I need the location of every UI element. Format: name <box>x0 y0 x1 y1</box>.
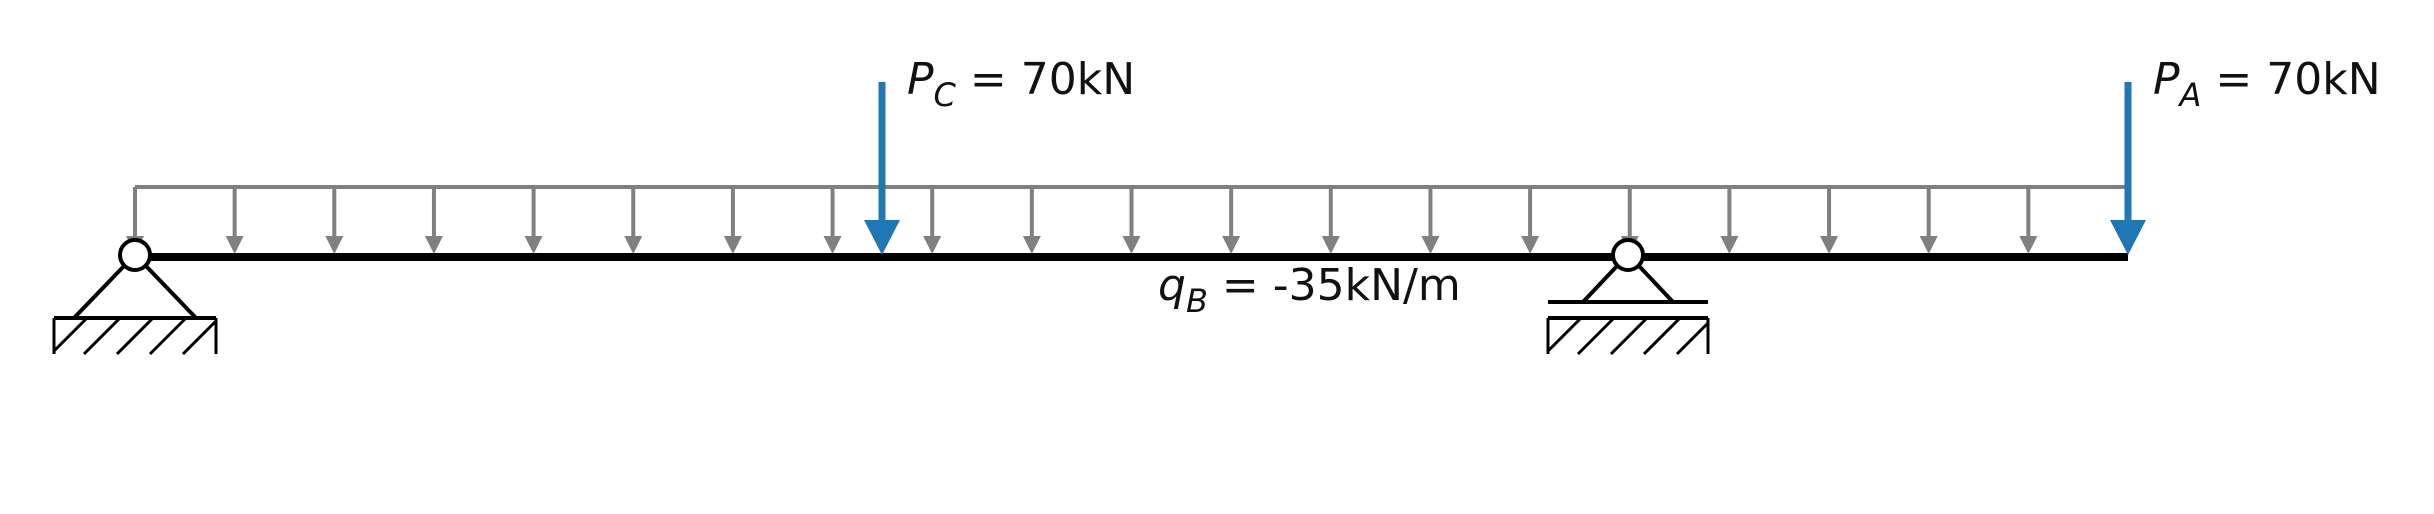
distributed-load-arrow <box>1022 187 1041 254</box>
pin-support-icon <box>52 238 218 356</box>
distributed-load-arrow <box>1820 187 1839 254</box>
point-load-a-label: PA = 70kN <box>2153 54 2381 114</box>
point-load-c-arrow <box>864 82 900 255</box>
distributed-load-arrow <box>225 187 244 254</box>
distributed-load-arrow <box>524 187 543 254</box>
distributed-load-arrow <box>1321 187 1340 254</box>
distributed-load-arrow <box>923 187 942 254</box>
support-hatch-line <box>82 316 122 356</box>
distributed-load-arrow <box>1122 187 1141 254</box>
support-hatch-line <box>1576 316 1616 356</box>
support-hatch-line <box>1675 321 1710 356</box>
distributed-load-arrow <box>1222 187 1241 254</box>
roller-support-icon <box>1546 238 1710 356</box>
distributed-load-arrow <box>1919 187 1938 254</box>
distributed-load-arrow <box>1421 187 1440 254</box>
support-hatch-line <box>181 319 218 356</box>
support-hatch-line <box>148 316 188 356</box>
distributed-load-arrows <box>126 187 2038 254</box>
distributed-load-arrow <box>1521 187 1540 254</box>
support-hatch-line <box>1642 316 1682 356</box>
distributed-load-arrow <box>624 187 643 254</box>
support-hatch-line <box>1546 316 1583 353</box>
point-load-a-arrow <box>2110 82 2146 255</box>
support-hatch-line <box>52 316 89 353</box>
distributed-load <box>126 185 2128 254</box>
support-hatch-line <box>1609 316 1649 356</box>
distributed-load-arrow <box>823 187 842 254</box>
distributed-load-label: qB = -35kN/m <box>1158 260 1461 320</box>
distributed-load-arrow <box>2019 187 2038 254</box>
distributed-load-arrow <box>723 187 742 254</box>
distributed-load-arrow <box>1720 187 1739 254</box>
support-hatch-line <box>115 316 155 356</box>
distributed-load-arrow <box>424 187 443 254</box>
distributed-load-arrow <box>325 187 344 254</box>
point-load-c-label: PC = 70kN <box>907 54 1135 114</box>
